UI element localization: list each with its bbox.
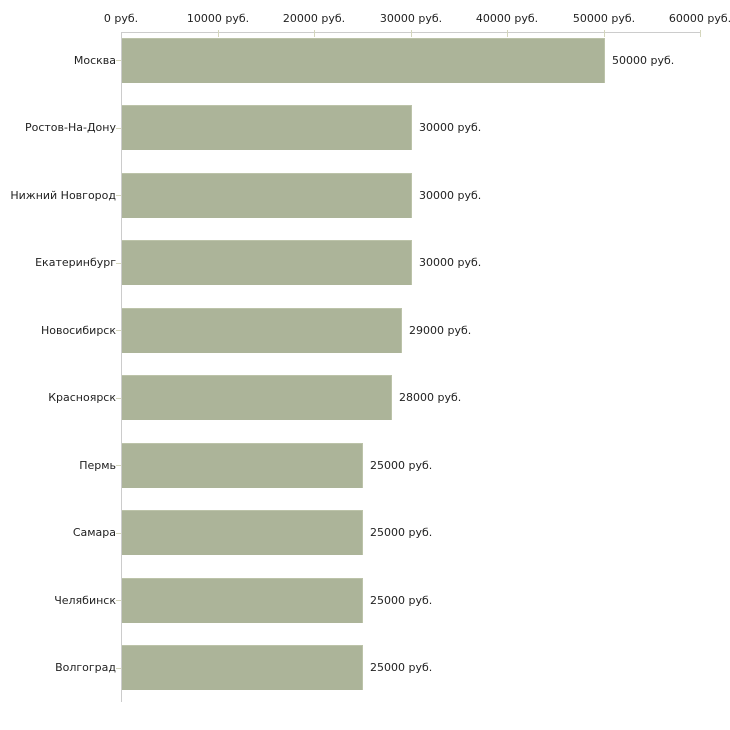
bar-value-label: 50000 руб. (612, 54, 675, 67)
x-axis-tick (314, 30, 315, 37)
bar-value-label: 29000 руб. (409, 324, 472, 337)
bar (122, 375, 392, 420)
category-label: Самара (72, 526, 116, 539)
x-axis-tick-label: 40000 руб. (475, 12, 539, 25)
bar (122, 577, 363, 623)
x-axis-tick (218, 30, 219, 37)
x-axis-tick-label: 10000 руб. (186, 12, 250, 25)
bar (122, 240, 412, 285)
bar (122, 510, 363, 555)
bar-value-label: 30000 руб. (419, 189, 482, 202)
category-label: Новосибирск (40, 324, 116, 337)
category-tick (116, 195, 121, 196)
category-tick (116, 668, 121, 669)
bar-value-label: 30000 руб. (419, 256, 482, 269)
x-axis-tick (604, 30, 605, 37)
bar-value-label: 25000 руб. (370, 459, 433, 472)
bar-value-label: 25000 руб. (370, 526, 433, 539)
x-axis-line (121, 32, 700, 33)
bar (122, 172, 412, 218)
bar-value-label: 28000 руб. (399, 391, 462, 404)
category-tick (116, 600, 121, 601)
x-axis-tick-label: 60000 руб. (668, 12, 730, 25)
x-axis-tick-label: 0 руб. (103, 12, 139, 25)
category-label: Челябинск (54, 594, 116, 607)
category-label: Красноярск (48, 391, 116, 404)
bar-value-label: 30000 руб. (419, 121, 482, 134)
category-label: Екатеринбург (35, 256, 116, 269)
category-tick (116, 465, 121, 466)
x-axis-tick-label: 30000 руб. (379, 12, 443, 25)
category-tick (116, 330, 121, 331)
bar (122, 307, 402, 353)
x-axis-tick (507, 30, 508, 37)
x-axis-tick (411, 30, 412, 37)
x-axis-tick (700, 30, 701, 37)
y-axis-line (121, 32, 122, 702)
category-label: Волгоград (55, 661, 116, 674)
bar (122, 105, 412, 150)
category-label: Ростов-На-Дону (24, 121, 116, 134)
bar-value-label: 25000 руб. (370, 661, 433, 674)
category-tick (116, 533, 121, 534)
category-tick (116, 263, 121, 264)
category-tick (116, 128, 121, 129)
category-tick (116, 60, 121, 61)
bar (122, 442, 363, 488)
bar (122, 37, 605, 83)
x-axis-tick-label: 20000 руб. (282, 12, 346, 25)
category-label: Пермь (79, 459, 116, 472)
category-tick (116, 398, 121, 399)
x-axis-tick-label: 50000 руб. (572, 12, 636, 25)
category-label: Нижний Новгород (10, 189, 116, 202)
bar (122, 645, 363, 690)
category-label: Москва (73, 54, 116, 67)
bar-value-label: 25000 руб. (370, 594, 433, 607)
